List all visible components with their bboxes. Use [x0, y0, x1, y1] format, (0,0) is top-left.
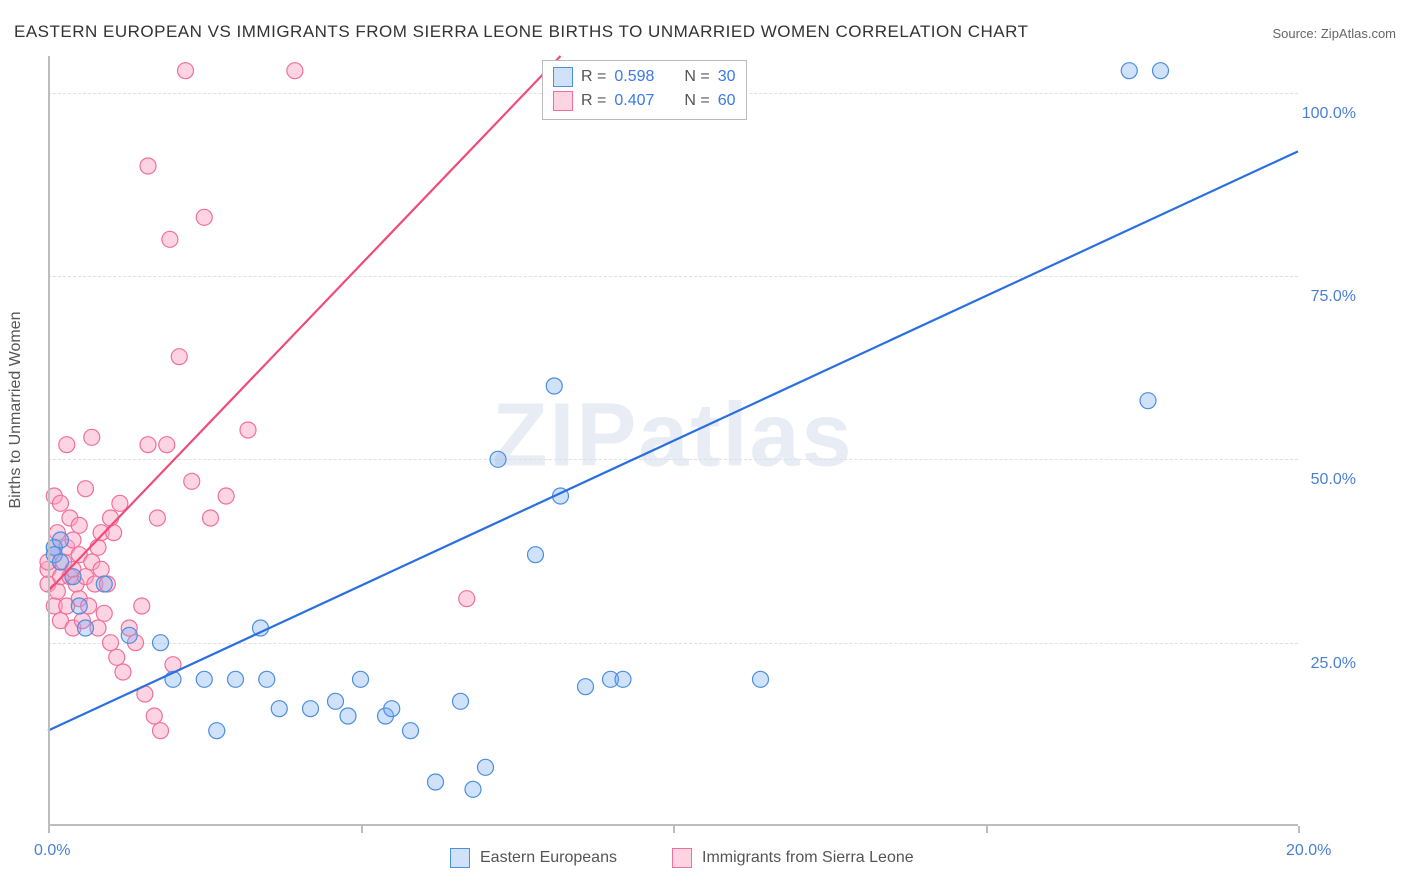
x-tick-0: 0.0%: [34, 842, 70, 860]
y-tick-label: 75.0%: [1311, 288, 1356, 306]
swatch-blue: [450, 848, 470, 868]
plot-area: ZIPatlas 25.0%50.0%75.0%100.0%: [48, 56, 1298, 826]
legend-series-blue: Eastern Europeans: [450, 848, 617, 868]
chart-title: EASTERN EUROPEAN VS IMMIGRANTS FROM SIER…: [14, 22, 1029, 42]
legend-row: R =0.598N =30: [553, 65, 736, 89]
legend-swatch: [553, 91, 573, 111]
x-tick-right: 20.0%: [1286, 842, 1331, 860]
y-axis-line: [48, 56, 50, 826]
chart-svg: [48, 56, 1298, 826]
y-axis-label: Births to Unmarried Women: [7, 311, 25, 508]
y-tick-label: 25.0%: [1311, 655, 1356, 673]
legend-pink-label: Immigrants from Sierra Leone: [702, 849, 914, 867]
legend-row: R =0.407N =60: [553, 89, 736, 113]
y-tick-label: 50.0%: [1311, 471, 1356, 489]
legend-series-pink: Immigrants from Sierra Leone: [672, 848, 914, 868]
legend-correlation: R =0.598N =30R =0.407N =60: [542, 60, 747, 120]
legend-swatch: [553, 67, 573, 87]
source-label: Source: ZipAtlas.com: [1272, 26, 1396, 41]
swatch-pink: [672, 848, 692, 868]
legend-blue-label: Eastern Europeans: [480, 849, 617, 867]
page: EASTERN EUROPEAN VS IMMIGRANTS FROM SIER…: [0, 0, 1406, 892]
y-tick-label: 100.0%: [1302, 105, 1356, 123]
